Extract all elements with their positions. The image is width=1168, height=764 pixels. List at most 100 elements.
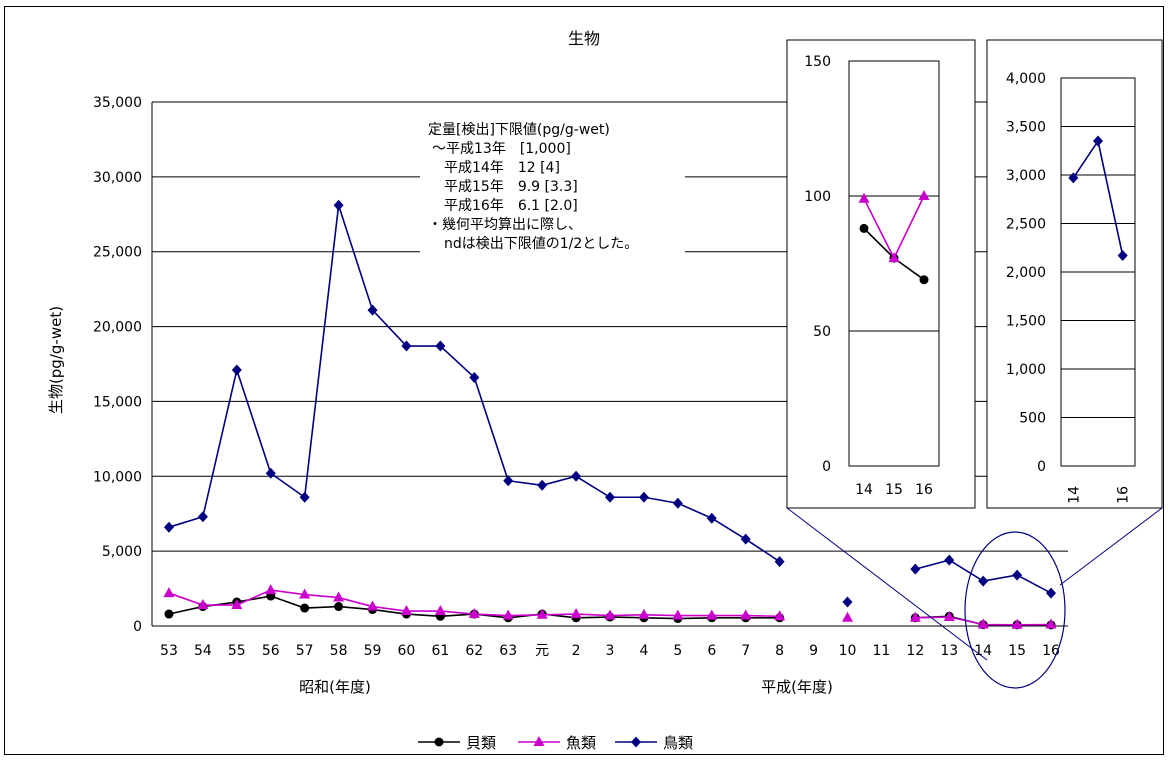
inset-1-frame: [786, 39, 976, 509]
inset-1-y-tick-label: 0: [822, 459, 831, 475]
main-series-0-point: [334, 602, 344, 612]
inset-2-series-0-point: [1093, 135, 1103, 147]
main-series-1-point: [570, 608, 582, 619]
annotation-line: ～平成13年 [1,000]: [432, 141, 571, 157]
annotation-line: 平成15年 9.9 [3.3]: [444, 179, 578, 195]
x-tick-label: 8: [775, 643, 784, 659]
legend-marker: [631, 736, 641, 748]
x-tick-label: 4: [639, 643, 648, 659]
x-era-label-showa: 昭和(年度): [299, 678, 371, 696]
main-series-1-point: [909, 611, 921, 622]
main-series-1-point: [333, 591, 345, 602]
annotation-line: 平成14年 12 [4]: [444, 160, 560, 176]
y-tick-label: 0: [133, 619, 142, 635]
main-series-2-point: [605, 491, 615, 503]
main-series-1-point: [740, 609, 752, 620]
inset-1-plot-area: [848, 60, 940, 467]
main-series-1-point: [265, 584, 277, 595]
inset-2-y-tick-label: 3,000: [1006, 168, 1046, 184]
x-tick-label: 58: [330, 643, 348, 659]
annotation-line: 定量[検出]下限値(pg/g-wet): [428, 122, 610, 138]
main-series-1-point: [536, 608, 548, 619]
main-series-1-point: [774, 610, 786, 621]
annotation-line: 平成16年 6.1 [2.0]: [444, 198, 578, 214]
annotation-line: ・幾何平均算出に際し、: [428, 217, 582, 233]
y-tick-label: 10,000: [93, 469, 142, 485]
x-tick-label: 6: [707, 643, 716, 659]
inset-2-y-tick-label: 1,500: [1006, 314, 1046, 330]
x-tick-label: 63: [499, 643, 517, 659]
main-series-1-point: [638, 608, 650, 619]
main-series-2-point: [1046, 587, 1057, 599]
inset-2-y-tick-label: 1,000: [1006, 362, 1046, 378]
zoom-connector: [786, 507, 988, 661]
legend-marker: [533, 736, 545, 746]
inset-2-series-0-point: [1117, 250, 1128, 262]
main-series-1-point: [1011, 618, 1023, 629]
legend-label: 鳥類: [663, 734, 693, 752]
y-tick-label: 35,000: [93, 95, 142, 111]
x-tick-label: 54: [194, 643, 212, 659]
main-series-2-point: [333, 199, 344, 211]
chart-title: 生物: [568, 29, 600, 48]
inset-2-y-tick-label: 3,500: [1006, 120, 1046, 136]
inset-2-y-tick-label: 4,000: [1006, 71, 1046, 87]
main-series-2-point: [706, 512, 717, 524]
x-tick-label: 59: [364, 643, 382, 659]
inset-1-y-tick-label: 100: [804, 189, 831, 205]
legend-marker: [434, 737, 444, 747]
inset-1-y-tick-label: 50: [813, 324, 831, 340]
inset-1-series-1-point: [888, 252, 900, 263]
x-tick-label: 9: [809, 643, 818, 659]
inset-1-y-tick-label: 150: [804, 54, 831, 70]
y-tick-label: 15,000: [93, 394, 142, 410]
x-tick-label: 11: [872, 643, 890, 659]
inset-2-y-tick-label: 500: [1019, 411, 1046, 427]
main-series-2-point: [1012, 569, 1023, 581]
main-series-2-point: [197, 511, 208, 523]
x-tick-label: 53: [160, 643, 178, 659]
main-series-2-point: [672, 497, 683, 509]
x-tick-label: 元: [535, 643, 549, 659]
main-series-1-point: [468, 608, 480, 619]
y-tick-label: 5,000: [102, 544, 142, 560]
main-series-2-point: [537, 479, 548, 491]
main-series-1-point: [706, 609, 718, 620]
main-series-2-point: [503, 475, 514, 487]
x-tick-label: 15: [1008, 643, 1026, 659]
inset-2-y-tick-label: 2,000: [1006, 265, 1046, 281]
main-series-1-point: [1045, 618, 1057, 629]
x-tick-label: 55: [228, 643, 246, 659]
main-series-2-point: [774, 556, 785, 568]
x-tick-label: 62: [465, 643, 483, 659]
y-axis-label: 生物(pg/g-wet): [47, 306, 65, 414]
inset-2-frame: [986, 39, 1163, 509]
main-series-1-point: [943, 611, 955, 622]
main-series-2-point: [265, 467, 276, 479]
main-series-1-point: [163, 587, 175, 598]
main-series-1-point: [299, 588, 311, 599]
x-tick-label: 57: [296, 643, 314, 659]
annotation-box: [420, 114, 685, 294]
inset-1-x-tick-label: 15: [885, 482, 903, 498]
legend-label: 魚類: [566, 734, 596, 752]
main-series-2-point: [469, 371, 480, 383]
main-series-0-point: [300, 603, 310, 613]
main-series-2-point: [842, 596, 853, 608]
inset-2-series-0-point: [1068, 172, 1079, 184]
main-series-2-point: [435, 340, 446, 352]
main-series-2-point: [944, 554, 955, 566]
inset-1-x-tick-label: 14: [855, 482, 873, 498]
x-tick-label: 60: [398, 643, 416, 659]
main-series-1-point: [672, 609, 684, 620]
x-tick-label: 7: [741, 643, 750, 659]
main-series-2-point: [367, 304, 378, 316]
zoom-connector: [1059, 507, 1163, 586]
inset-2-y-tick-label: 0: [1037, 459, 1046, 475]
inset-1-series-0-point: [919, 275, 929, 285]
main-series-1-point: [977, 618, 989, 629]
main-series-1-point: [400, 605, 412, 616]
main-series-2-point: [231, 364, 242, 376]
main-series-1-point: [197, 599, 209, 610]
